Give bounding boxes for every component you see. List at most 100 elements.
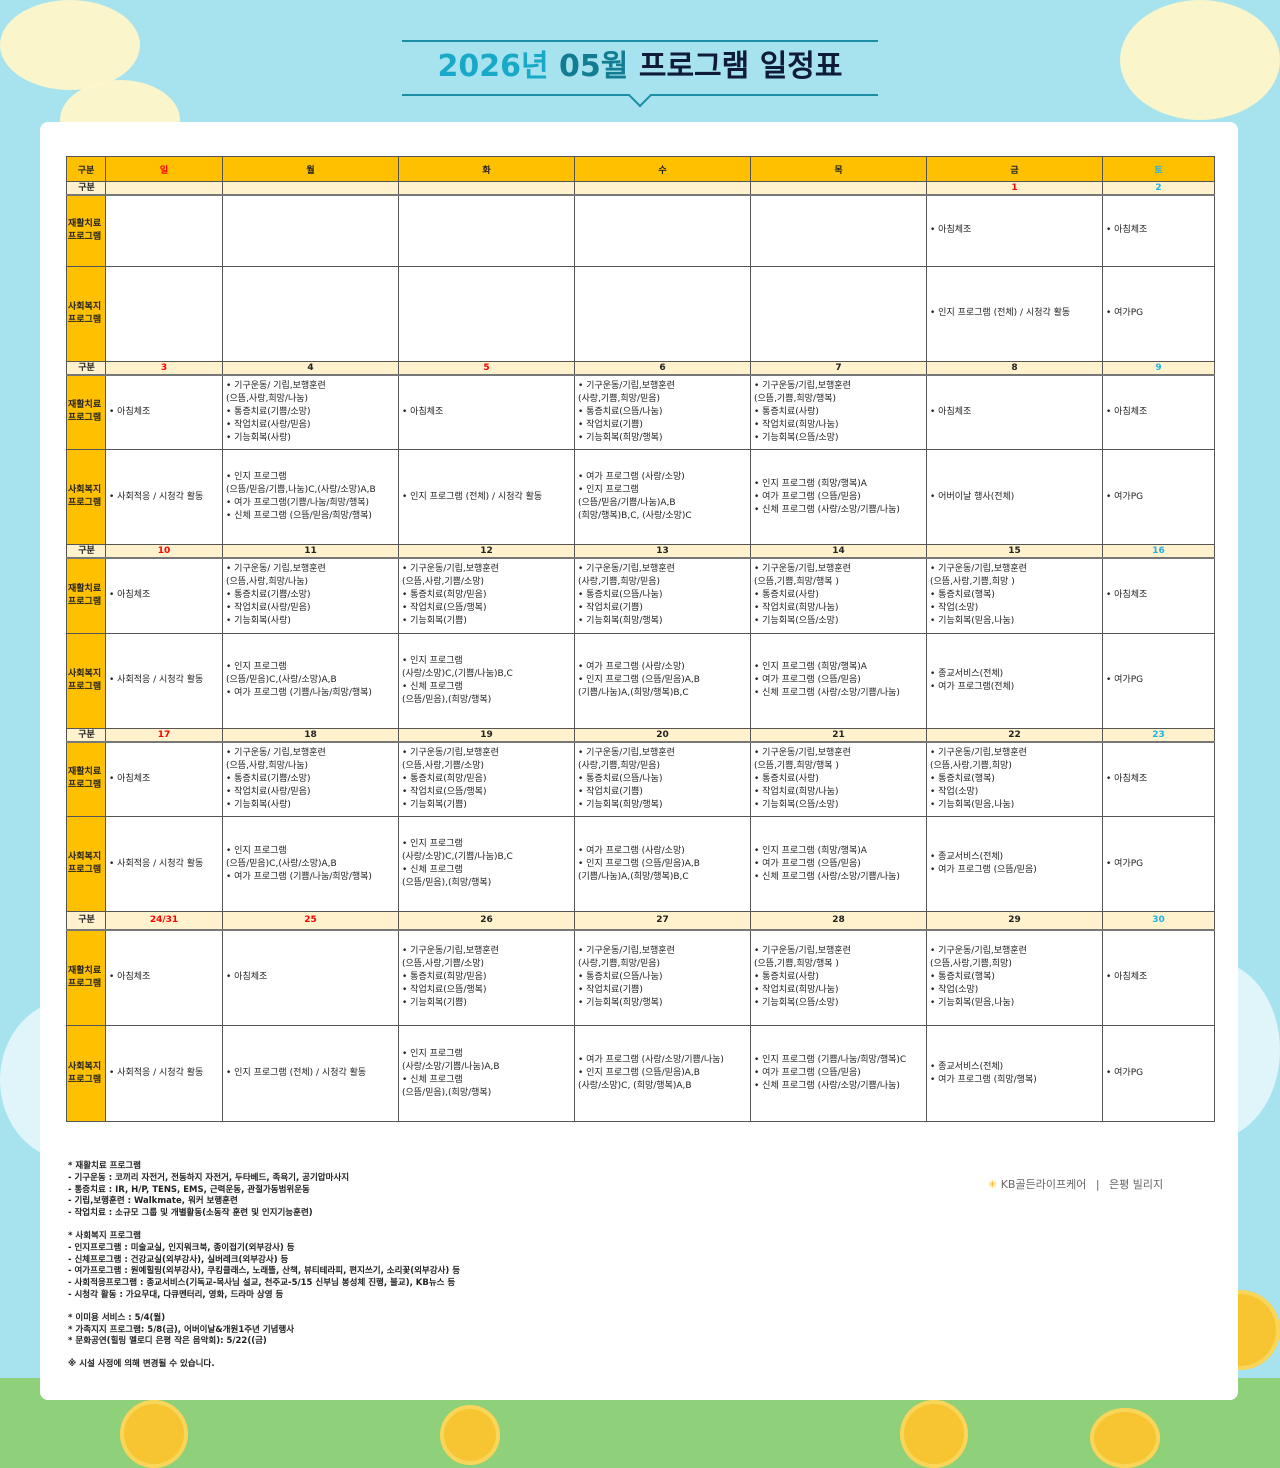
schedule-line: • 작업치료(희망/나눔) (754, 985, 839, 996)
schedule-line: • 아침체조 (1106, 406, 1148, 417)
footnote-line: - 시청각 활동 : 가요무대, 다큐멘터리, 영화, 드라마 상영 등 (68, 1289, 284, 1300)
schedule-cell (398, 265, 575, 362)
schedule-line: • 신체 프로그램 (사랑/소망/기쁨/나눔) (754, 1081, 900, 1091)
schedule-line: • 신체 프로그램 (사랑/소망/기쁨/나눔) (754, 688, 900, 698)
schedule-cell: • 기구운동/기립,보행훈련 (으뜸,사랑,기쁨,희망) • 통증치료(행복) • 작… (926, 741, 1103, 817)
brand-separator: | (1095, 1178, 1100, 1191)
date-cell: 3 (105, 360, 223, 376)
schedule-line: • 통증치료(으뜸/나눔) (578, 773, 663, 784)
schedule-line: • 기구운동/기립,보행훈련 (754, 747, 851, 758)
footnote-line: - 기립,보행훈련 : Walkmate, 워커 보행훈련 (68, 1196, 238, 1207)
schedule-line: (으뜸/믿음),(희망/행복) (402, 1087, 492, 1098)
schedule-line: • 작업치료(으뜸/행복) (402, 603, 487, 614)
schedule-line: • 여가 프로그램 (으뜸/믿음) (754, 1068, 861, 1078)
schedule-line: • 신체 프로그램 (402, 681, 463, 692)
title-text: 프로그램 일정표 (638, 49, 843, 84)
schedule-line: • 기능회복(희망/행복) (578, 799, 663, 810)
schedule-line: • 여가PG (1106, 675, 1144, 685)
schedule-cell: • 기구운동/ 기립,보행훈련 (으뜸,사랑,희망/나눔) • 통증치료(기쁨/소망… (222, 557, 399, 634)
schedule-cell: • 기구운동/기립,보행훈련 (으뜸,기쁨,희망/행복 ) • 통증치료(사랑) • … (750, 741, 927, 817)
date-cell: 15 (926, 544, 1103, 559)
footnote-line: - 신체프로그램 : 건강교실(외부강사), 실버레크(외부강사) 등 (68, 1254, 289, 1265)
schedule-line: (으뜸,사랑,기쁨/소망) (402, 959, 485, 970)
schedule-line: • 기구운동/기립,보행훈련 (578, 946, 675, 957)
date-cell: 12 (398, 544, 575, 559)
date-cell: 9 (1102, 360, 1215, 376)
schedule-line: • 통증치료(기쁨/소망) (226, 590, 311, 601)
schedule-line: • 신체 프로그램 (으뜸/믿음/희망/행복) (226, 511, 372, 521)
weekday-header: 화 (398, 156, 575, 182)
blossom-decoration (0, 0, 140, 90)
footnote-line: ※ 시설 사정에 의해 변경될 수 있습니다. (68, 1359, 215, 1370)
blossom-decoration (1120, 0, 1280, 120)
schedule-line: • 통증치료(으뜸/나눔) (578, 590, 663, 601)
schedule-cell (574, 194, 751, 267)
schedule-cell: • 여가 프로그램 (사랑/소망/기쁨/나눔) • 인지 프로그램 (으뜸/믿음)… (574, 1025, 751, 1122)
schedule-cell: • 여가 프로그램 (사랑/소망) • 인지 프로그램 (으뜸/믿음)A,B (기쁨… (574, 632, 751, 729)
schedule-line: • 아침체조 (109, 972, 151, 983)
footnote-line: - 인지프로그램 : 미술교실, 인지워크북, 종이접기(외부강사) 등 (68, 1242, 295, 1253)
schedule-line: • 종교서비스(전체) (930, 852, 1004, 862)
schedule-line: • 통증치료(기쁨/소망) (226, 406, 311, 417)
schedule-line: • 여가 프로그램 (사랑/소망) (578, 472, 685, 482)
schedule-line: • 기구운동/기립,보행훈련 (754, 564, 851, 575)
schedule-line: • 기능회복(희망/행복) (578, 998, 663, 1009)
date-cell: 10 (105, 544, 223, 559)
schedule-line: • 기구운동/ 기립,보행훈련 (226, 747, 326, 758)
schedule-cell: • 인지 프로그램 (사랑/소망/기쁨/나눔)A,B • 신체 프로그램 (으뜸/믿음… (398, 1025, 575, 1122)
date-cell: 16 (1102, 544, 1215, 559)
schedule-line: • 여가 프로그램 (으뜸/믿음) (930, 865, 1037, 875)
schedule-line: • 기구운동/기립,보행훈련 (754, 946, 851, 957)
schedule-cell: • 인지 프로그램 (으뜸/믿음)C,(사랑/소망)A,B • 여가 프로그램 (기… (222, 816, 399, 912)
schedule-cell: • 기구운동/기립,보행훈련 (으뜸,기쁨,희망/행복 ) • 통증치료(사랑) • … (750, 557, 927, 634)
schedule-line: • 신체 프로그램 (402, 865, 463, 875)
schedule-line: • 통증치료(으뜸/나눔) (578, 972, 663, 983)
schedule-line: • 작업(소망) (930, 985, 979, 996)
schedule-cell: • 인지 프로그램 (기쁨/나눔/희망/행복)C • 여가 프로그램 (으뜸/믿음… (750, 1025, 927, 1122)
date-cell: 4 (222, 360, 399, 376)
schedule-line: • 여가 프로그램 (으뜸/믿음) (754, 675, 861, 685)
schedule-line: • 인지 프로그램 (402, 839, 463, 849)
footnote-line: * 문화공연(힐링 멜로디 은평 작은 음악회): 5/22((금) (68, 1336, 267, 1347)
schedule-line: (으뜸/믿음/기쁨/나눔)A,B (578, 498, 676, 508)
schedule-cell: • 기구운동/기립,보행훈련 (으뜸,사랑,기쁨/소망) • 통증치료(희망/믿음)… (398, 741, 575, 817)
row-label-rehab: 재활치료 프로그램 (66, 929, 106, 1026)
flower-decoration (900, 1400, 968, 1468)
schedule-line: • 아침체조 (109, 590, 151, 601)
schedule-cell: • 기구운동/기립,보행훈련 (으뜸,기쁨,희망/행복 ) • 통증치료(사랑) • … (750, 929, 927, 1026)
schedule-line: (으뜸,사랑,기쁨,희망) (930, 959, 1012, 970)
schedule-line: • 기구운동/기립,보행훈련 (578, 564, 675, 575)
date-cell (398, 181, 575, 196)
schedule-cell: • 기구운동/기립,보행훈련 (으뜸,기쁨,희망/행복) • 통증치료(사랑) • 작… (750, 374, 927, 450)
schedule-cell: • 기구운동/기립,보행훈련 (사랑,기쁨,희망/믿음) • 통증치료(으뜸/나눔)… (574, 741, 751, 817)
social-program-row: 사회복지 프로그램 • 사회적응 / 시청각 활동 • 인지 프로그램 (전체) /… (66, 1025, 1215, 1122)
schedule-line: • 사회적응 / 시청각 활동 (109, 491, 204, 502)
schedule-cell: • 사회적응 / 시청각 활동 (105, 632, 223, 729)
weekday-header: 수 (574, 156, 751, 182)
schedule-line: • 인지 프로그램 (226, 845, 287, 856)
schedule-line: • 인지 프로그램 (으뜸/믿음)A,B (578, 675, 700, 685)
schedule-cell (750, 265, 927, 362)
schedule-line: (사랑,기쁨,희망/믿음) (578, 577, 661, 588)
row-label-date: 구분 (66, 544, 106, 559)
date-cell (222, 181, 399, 196)
social-program-row: 사회복지 프로그램 • 인지 프로그램 (전체) / 시청각 활동 • 여가PG (66, 265, 1215, 362)
schedule-cell: • 아침체조 (1102, 557, 1215, 634)
schedule-cell: • 아침체조 (105, 741, 223, 817)
schedule-line: • 기구운동/기립,보행훈련 (402, 747, 499, 758)
footnote-line: - 통증치료 : IR, H/P, TENS, EMS, 근력운동, 관절가동범… (68, 1184, 310, 1195)
schedule-cell: • 종교서비스(전체) • 여가 프로그램(전체) (926, 632, 1103, 729)
schedule-line: (으뜸,기쁨,희망/행복 ) (754, 577, 839, 588)
schedule-line: • 사회적응 / 시청각 활동 (109, 675, 204, 685)
schedule-cell (750, 194, 927, 267)
footnote-gap (68, 1302, 948, 1313)
schedule-line: • 기능회복(으뜸/소망) (754, 616, 839, 627)
date-cell: 26 (398, 911, 575, 931)
schedule-line: • 아침체조 (1106, 972, 1148, 983)
schedule-line: • 기구운동/기립,보행훈련 (578, 747, 675, 758)
date-cell: 28 (750, 911, 927, 931)
schedule-line: • 통증치료(희망/믿음) (402, 590, 487, 601)
footnote-line: - 작업치료 : 소규모 그룹 및 개별활동(소동작 훈련 및 인지기능훈련) (68, 1208, 313, 1219)
schedule-line: • 인지 프로그램 (226, 662, 287, 672)
schedule-line: • 기구운동/기립,보행훈련 (930, 946, 1027, 957)
